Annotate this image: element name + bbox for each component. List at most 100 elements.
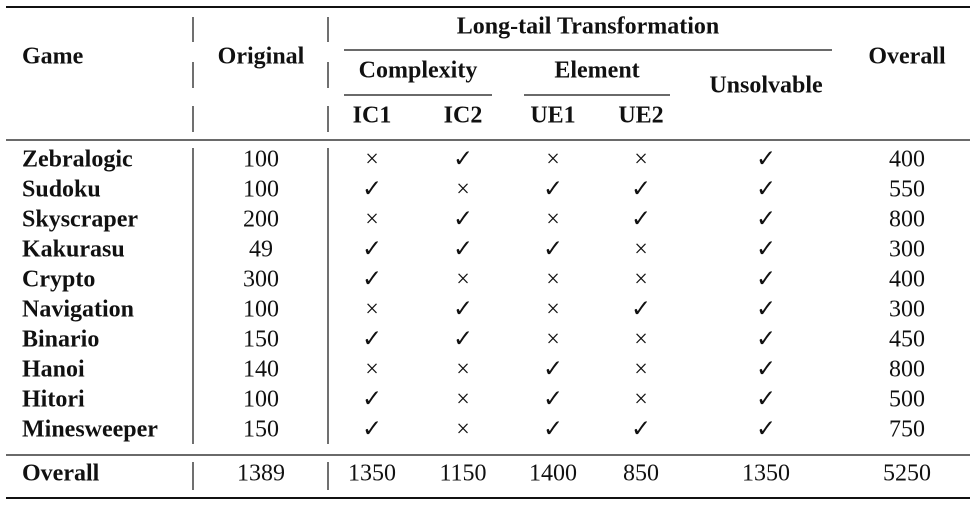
- cell: ✓: [756, 237, 776, 263]
- cell: ✓: [543, 357, 563, 383]
- cell: ×: [546, 327, 560, 353]
- cell: ×: [546, 267, 560, 293]
- cell: ✓: [631, 297, 651, 323]
- cell: ✓: [631, 417, 651, 443]
- cell: ✓: [756, 147, 776, 173]
- row-label: Navigation: [22, 297, 134, 323]
- cell: 300: [889, 297, 925, 323]
- cell: 400: [889, 267, 925, 293]
- cell: 1400: [529, 461, 577, 487]
- row-label: Kakurasu: [22, 237, 125, 263]
- cell: 1350: [348, 461, 396, 487]
- cell: ✓: [453, 207, 473, 233]
- header: UE1: [530, 103, 575, 129]
- cell: ✓: [453, 237, 473, 263]
- cell: ✓: [631, 177, 651, 203]
- cell: 300: [889, 237, 925, 263]
- cell: ✓: [362, 177, 382, 203]
- cell: ×: [546, 147, 560, 173]
- cell: 100: [243, 147, 279, 173]
- cell: 5250: [883, 461, 931, 487]
- cell: 550: [889, 177, 925, 203]
- cell: 500: [889, 387, 925, 413]
- cell: 1150: [439, 461, 486, 487]
- header: Unsolvable: [709, 73, 823, 99]
- cell: ×: [365, 207, 379, 233]
- cell: ✓: [756, 417, 776, 443]
- row-label: Hitori: [22, 387, 85, 413]
- cell: ✓: [756, 297, 776, 323]
- row-label: Sudoku: [22, 177, 101, 203]
- cell: ✓: [453, 327, 473, 353]
- cell: 100: [243, 297, 279, 323]
- cell: 400: [889, 147, 925, 173]
- cell: ×: [634, 147, 648, 173]
- header: Element: [554, 58, 639, 84]
- cell: ×: [546, 207, 560, 233]
- cell: ✓: [362, 267, 382, 293]
- cell: 200: [243, 207, 279, 233]
- row-label: Binario: [22, 327, 99, 353]
- cell: 1389: [237, 461, 285, 487]
- cell: ×: [546, 297, 560, 323]
- header: IC1: [353, 103, 392, 129]
- cell: ×: [365, 297, 379, 323]
- cell: ✓: [362, 417, 382, 443]
- cell: 800: [889, 207, 925, 233]
- header: Game: [22, 44, 84, 70]
- cell: ✓: [543, 177, 563, 203]
- cell: ✓: [453, 147, 473, 173]
- cell: ×: [456, 177, 470, 203]
- cell: ✓: [362, 387, 382, 413]
- cell: ✓: [756, 207, 776, 233]
- cell: ✓: [453, 297, 473, 323]
- cell: ×: [365, 357, 379, 383]
- header: IC2: [444, 103, 483, 129]
- cell: 1350: [742, 461, 790, 487]
- cell: ×: [456, 357, 470, 383]
- cell: 300: [243, 267, 279, 293]
- cell: ×: [634, 327, 648, 353]
- cell: ×: [456, 387, 470, 413]
- cell: ×: [634, 357, 648, 383]
- cell: ✓: [756, 387, 776, 413]
- cell: ✓: [756, 177, 776, 203]
- cell: ✓: [543, 237, 563, 263]
- cell: 750: [889, 417, 925, 443]
- separators: [192, 17, 329, 490]
- header: Overall: [868, 44, 946, 70]
- header: Long-tail Transformation: [457, 14, 719, 40]
- row-label: Overall: [22, 461, 100, 487]
- cell: ×: [456, 267, 470, 293]
- row-label: Hanoi: [22, 357, 85, 383]
- cell: 49: [249, 237, 273, 263]
- header: Original: [218, 44, 305, 70]
- cell: 150: [243, 417, 279, 443]
- cell: 450: [889, 327, 925, 353]
- cell: ×: [634, 267, 648, 293]
- cell: ×: [365, 147, 379, 173]
- row-label: Skyscraper: [22, 207, 138, 233]
- cell: 800: [889, 357, 925, 383]
- cell: 100: [243, 177, 279, 203]
- cell: ✓: [631, 207, 651, 233]
- cell: ✓: [543, 417, 563, 443]
- cell: ✓: [756, 327, 776, 353]
- cell: 850: [623, 461, 659, 487]
- cell: ✓: [756, 267, 776, 293]
- row-label: Crypto: [22, 267, 95, 293]
- cell: ×: [634, 237, 648, 263]
- cell: ×: [456, 417, 470, 443]
- cell: ×: [634, 387, 648, 413]
- cell: ✓: [543, 387, 563, 413]
- cell: 150: [243, 327, 279, 353]
- cell: ✓: [756, 357, 776, 383]
- cell: ✓: [362, 327, 382, 353]
- header: UE2: [618, 103, 663, 129]
- header: Complexity: [359, 58, 478, 84]
- row-label: Zebralogic: [22, 147, 133, 173]
- cell: 100: [243, 387, 279, 413]
- row-label: Minesweeper: [22, 417, 158, 443]
